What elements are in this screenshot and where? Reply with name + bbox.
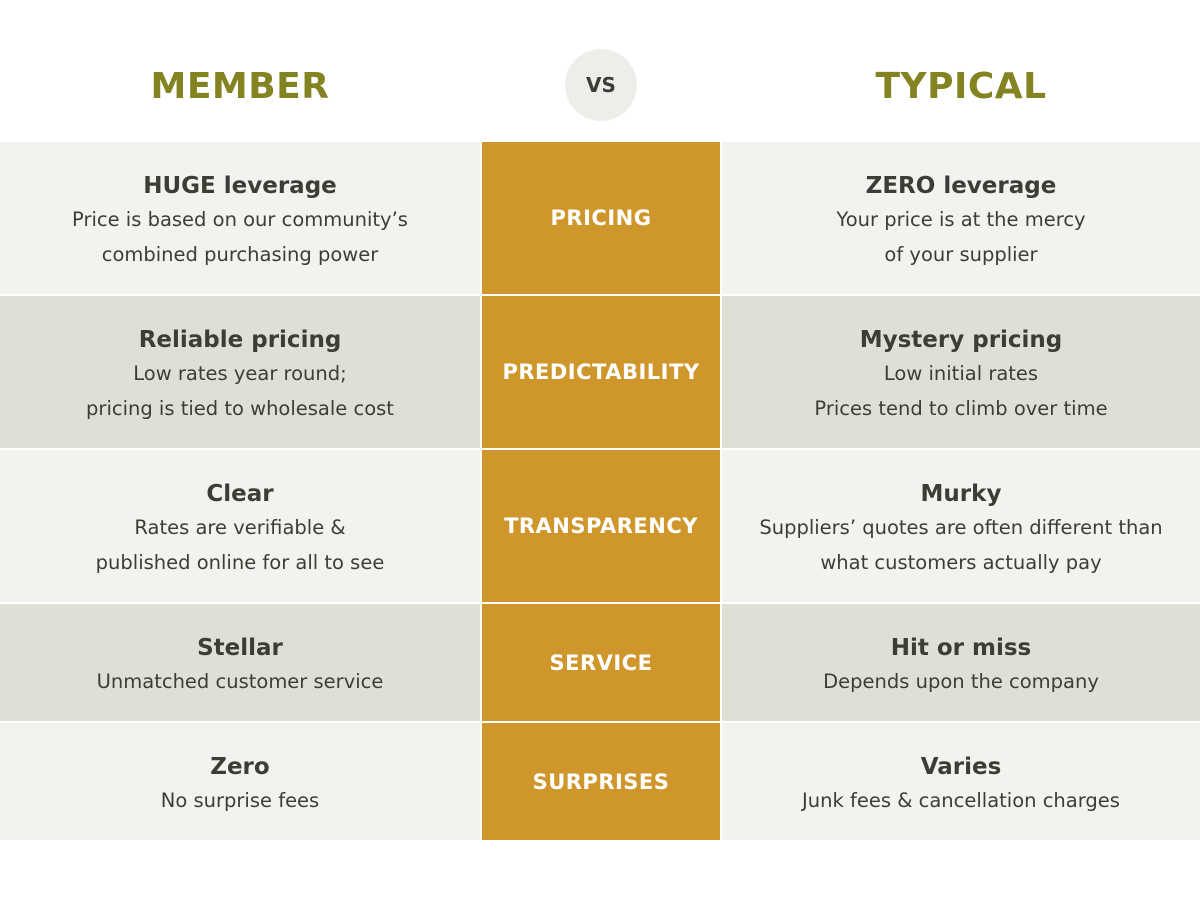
typical-text: Depends upon the company <box>823 670 1099 693</box>
member-text: Unmatched customer service <box>96 670 384 693</box>
typical-text: Low initial rates <box>883 362 1039 385</box>
typical-text: what customers actually pay <box>820 551 1102 574</box>
member-text: Low rates year round; <box>133 362 347 385</box>
member-text: No surprise fees <box>160 789 320 812</box>
member-cell: Reliable pricing Low rates year round; pri… <box>0 296 480 448</box>
typical-text: of your supplier <box>884 243 1038 266</box>
member-text: pricing is tied to wholesale cost <box>86 397 394 420</box>
member-title: HUGE leverage <box>143 173 337 199</box>
typical-text: Junk fees & cancellation charges <box>802 789 1120 812</box>
typical-cell: Varies Junk fees & cancellation charges <box>722 723 1200 840</box>
member-title: Stellar <box>197 635 283 661</box>
typical-cell: Murky Suppliers’ quotes are often differe… <box>722 450 1200 602</box>
member-text: published online for all to see <box>95 551 385 574</box>
category-label: SURPRISES <box>482 723 720 840</box>
typical-heading: TYPICAL <box>875 65 1047 107</box>
typical-text: Suppliers’ quotes are often different th… <box>759 516 1163 539</box>
category-label: PRICING <box>482 142 720 294</box>
comparison-table: HUGE leverage Price is based on our commu… <box>0 142 1200 840</box>
member-cell: Zero No surprise fees <box>0 723 480 840</box>
table-row: Reliable pricing Low rates year round; pri… <box>0 296 1200 448</box>
typical-title: Varies <box>920 754 1002 780</box>
member-text: Price is based on our community’s <box>72 208 408 231</box>
typical-cell: Mystery pricing Low initial rates Prices t… <box>722 296 1200 448</box>
typical-cell: Hit or miss Depends upon the company <box>722 604 1200 721</box>
typical-title: Mystery pricing <box>859 327 1063 353</box>
typical-text: Prices tend to climb over time <box>814 397 1108 420</box>
member-cell: Clear Rates are verifiable & published onl… <box>0 450 480 602</box>
category-label: PREDICTABILITY <box>482 296 720 448</box>
table-row: Zero No surprise fees SURPRISES Varies Junk … <box>0 723 1200 840</box>
typical-text: Your price is at the mercy <box>836 208 1086 231</box>
member-cell: Stellar Unmatched customer service <box>0 604 480 721</box>
category-label: TRANSPARENCY <box>482 450 720 602</box>
category-label: SERVICE <box>482 604 720 721</box>
member-title: Reliable pricing <box>138 327 342 353</box>
member-title: Clear <box>206 481 274 507</box>
member-heading: MEMBER <box>150 65 330 107</box>
table-row: Stellar Unmatched customer service SERVICE… <box>0 604 1200 721</box>
member-text: combined purchasing power <box>101 243 379 266</box>
typical-title: Hit or miss <box>890 635 1032 661</box>
typical-title: Murky <box>920 481 1002 507</box>
table-row: Clear Rates are verifiable & published onl… <box>0 450 1200 602</box>
member-text: Rates are verifiable & <box>134 516 346 539</box>
member-cell: HUGE leverage Price is based on our commu… <box>0 142 480 294</box>
typical-title: ZERO leverage <box>865 173 1057 199</box>
vs-badge: VS <box>565 49 637 121</box>
table-row: HUGE leverage Price is based on our commu… <box>0 142 1200 294</box>
member-title: Zero <box>210 754 270 780</box>
typical-cell: ZERO leverage Your price is at the mercy o… <box>722 142 1200 294</box>
